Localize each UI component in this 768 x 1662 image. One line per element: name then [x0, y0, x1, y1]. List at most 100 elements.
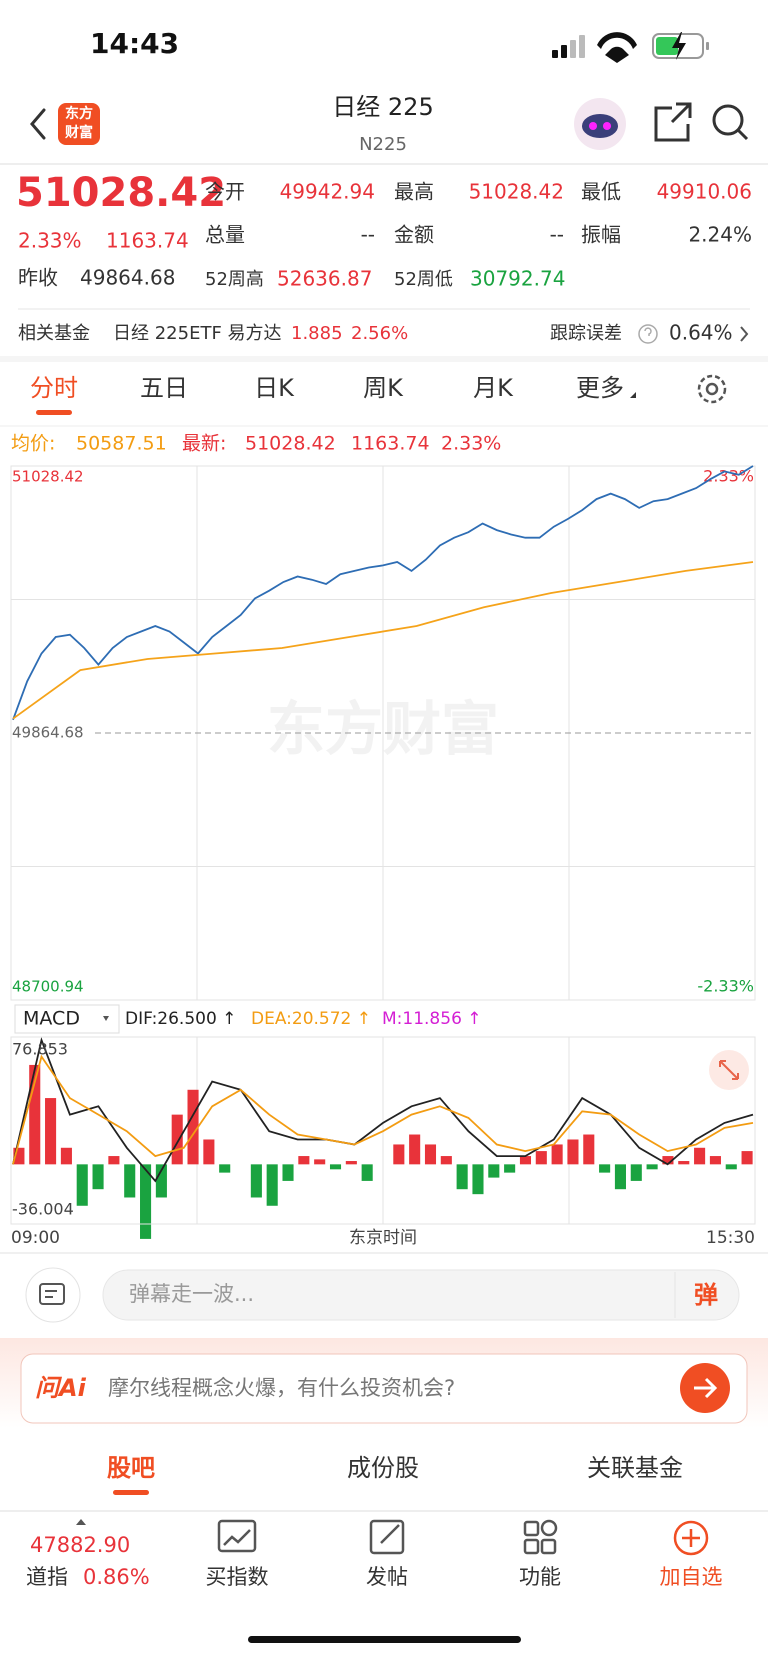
index-pct[interactable]: 0.86% [83, 1565, 150, 1589]
y-tick-label: 49864.68 [12, 724, 84, 742]
danmaku-button[interactable]: 弹 [694, 1281, 718, 1309]
histogram-bar [646, 1164, 658, 1170]
icon-buy [217, 1519, 257, 1553]
histogram-bar [266, 1164, 278, 1206]
histogram-bar [298, 1156, 310, 1165]
logo [58, 103, 100, 145]
period-tab[interactable]: 周K [363, 374, 404, 402]
tracking-value: 0.64% [669, 321, 733, 345]
x-axis-label: 东京时间 [349, 1228, 417, 1248]
macd-legend: M:11.856 ↑ [382, 1009, 482, 1029]
field-label: 振幅 [581, 223, 621, 247]
index-name[interactable]: 道指 [26, 1565, 68, 1589]
histogram-bar [187, 1089, 199, 1165]
expand-button[interactable] [709, 1050, 749, 1090]
histogram-bar [662, 1156, 674, 1165]
fund-price: 1.885 [291, 323, 343, 344]
histogram-bar [124, 1164, 136, 1198]
histogram-bar [361, 1164, 373, 1181]
index-value[interactable]: 47882.90 [30, 1533, 130, 1557]
field-value: -- [550, 223, 564, 247]
help-icon[interactable] [638, 324, 658, 344]
histogram-bar [329, 1164, 342, 1170]
field-value: 49942.94 [280, 180, 375, 204]
field-label: 昨收 [18, 266, 58, 290]
histogram-bar [741, 1151, 753, 1165]
nav-item[interactable]: 发帖 [366, 1565, 408, 1589]
share-button[interactable] [654, 102, 692, 142]
indicator-select[interactable] [14, 1004, 120, 1034]
ai-box[interactable] [20, 1353, 748, 1424]
comment-input[interactable] [102, 1269, 740, 1321]
icon-add [682, 1529, 700, 1547]
nav-item[interactable]: 买指数 [206, 1565, 269, 1589]
ai-send[interactable] [680, 1363, 730, 1413]
histogram-bar [519, 1156, 532, 1165]
nav-item[interactable]: 功能 [519, 1565, 561, 1589]
avg-value: 50587.51 [76, 433, 167, 455]
sub-tab[interactable]: 成份股 [347, 1454, 419, 1482]
sub-tab[interactable]: 关联基金 [587, 1454, 683, 1482]
ai-question: 摩尔线程概念火爆，有什么投资机会? [108, 1376, 455, 1400]
time-label: 09:00 [11, 1228, 60, 1248]
search-button[interactable] [712, 104, 749, 141]
back-button[interactable] [30, 108, 46, 140]
time-label: 15:30 [706, 1228, 755, 1248]
fund-row[interactable]: 相关基金 日经 225ETF 易方达 1.885 2.56% 跟踪误差 0.64… [18, 321, 749, 345]
field-label: 最高 [394, 180, 434, 204]
settings-button[interactable] [697, 374, 727, 404]
histogram-bar [583, 1134, 595, 1165]
histogram-bar [13, 1147, 25, 1165]
icon-add [673, 1520, 709, 1556]
histogram-bar [614, 1164, 626, 1190]
period-tab[interactable]: 五日 [140, 374, 188, 402]
expand-arrow [76, 1519, 86, 1525]
assistant-avatar[interactable] [574, 98, 626, 150]
icon-func [523, 1538, 540, 1555]
y-tick-label: 76.853 [12, 1040, 68, 1059]
sub-tab[interactable]: 股吧 [107, 1454, 155, 1482]
field-value: 52636.87 [277, 267, 372, 291]
icon-func [540, 1519, 558, 1537]
histogram-bar [551, 1144, 563, 1165]
field-value: 49910.06 [657, 180, 752, 204]
field-value: 49864.68 [80, 266, 175, 290]
histogram-bar [393, 1144, 405, 1165]
comment-settings[interactable] [25, 1267, 81, 1323]
period-tab[interactable]: 分时 [30, 374, 78, 402]
dif-line [12, 1037, 754, 1183]
indicator-name: MACD [23, 1008, 80, 1030]
tracking-label: 跟踪误差 [550, 323, 622, 344]
sub-tab-indicator [113, 1490, 149, 1495]
histogram-bar [488, 1164, 500, 1178]
icon-func [523, 1520, 540, 1537]
period-tab[interactable]: 月K [473, 374, 514, 402]
bottom-nav: 买指数 发帖 功能 加自选 [206, 1565, 723, 1589]
nav-item[interactable]: 加自选 [660, 1565, 723, 1589]
price: 51028.42 [16, 170, 226, 216]
field-value: 51028.42 [469, 180, 564, 204]
divider [0, 1252, 768, 1254]
histogram-bar [345, 1161, 357, 1165]
fund-label: 相关基金 [18, 323, 90, 344]
histogram-bar [424, 1144, 437, 1165]
histogram-bar [504, 1164, 516, 1173]
bottom-icons [217, 1519, 709, 1556]
histogram-bar [694, 1147, 706, 1165]
y-tick-label: 51028.42 [12, 468, 84, 486]
macd-legend: DEA:20.572 ↑ [251, 1009, 371, 1029]
field-value: 2.24% [688, 223, 752, 247]
price-chart: 东方财富 51028.42 49864.68 48700.94 2.33% -2.33% [10, 465, 756, 1001]
fund-pct: 2.56% [351, 323, 408, 344]
histogram-bar [282, 1164, 294, 1181]
histogram-bar [140, 1164, 152, 1239]
histogram-bar [472, 1164, 484, 1195]
period-tab[interactable]: 日K [254, 374, 295, 402]
histogram-bar [725, 1164, 737, 1170]
dropdown-arrow [103, 1016, 109, 1021]
dea-line [12, 1054, 754, 1165]
field-label: 最低 [581, 180, 621, 204]
histogram-bar [567, 1139, 579, 1165]
macd-legend: DIF:26.500 ↑ [125, 1009, 236, 1029]
period-tab[interactable]: 更多 [576, 374, 624, 402]
